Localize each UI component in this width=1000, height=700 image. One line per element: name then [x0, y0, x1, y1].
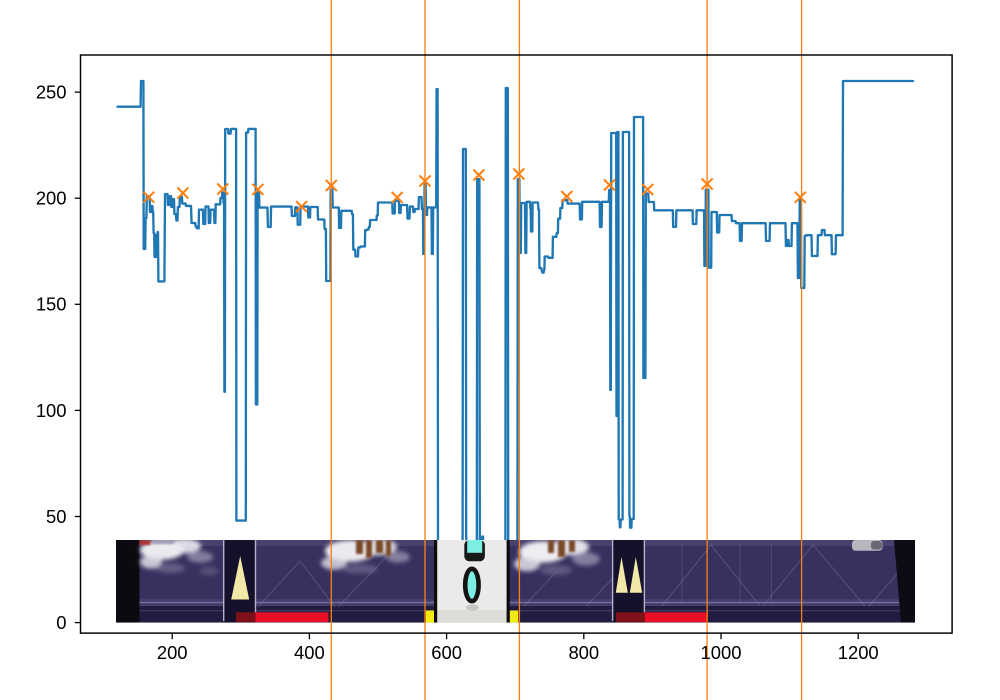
svg-text:200: 200 [157, 642, 188, 663]
svg-text:50: 50 [46, 506, 66, 527]
svg-text:250: 250 [36, 82, 67, 103]
svg-text:600: 600 [431, 642, 462, 663]
svg-text:100: 100 [36, 400, 67, 421]
svg-text:400: 400 [294, 642, 325, 663]
svg-text:0: 0 [56, 612, 66, 633]
svg-text:200: 200 [36, 188, 67, 209]
svg-text:1200: 1200 [838, 642, 879, 663]
svg-text:800: 800 [568, 642, 599, 663]
svg-text:150: 150 [36, 294, 67, 315]
svg-text:1000: 1000 [701, 642, 742, 663]
